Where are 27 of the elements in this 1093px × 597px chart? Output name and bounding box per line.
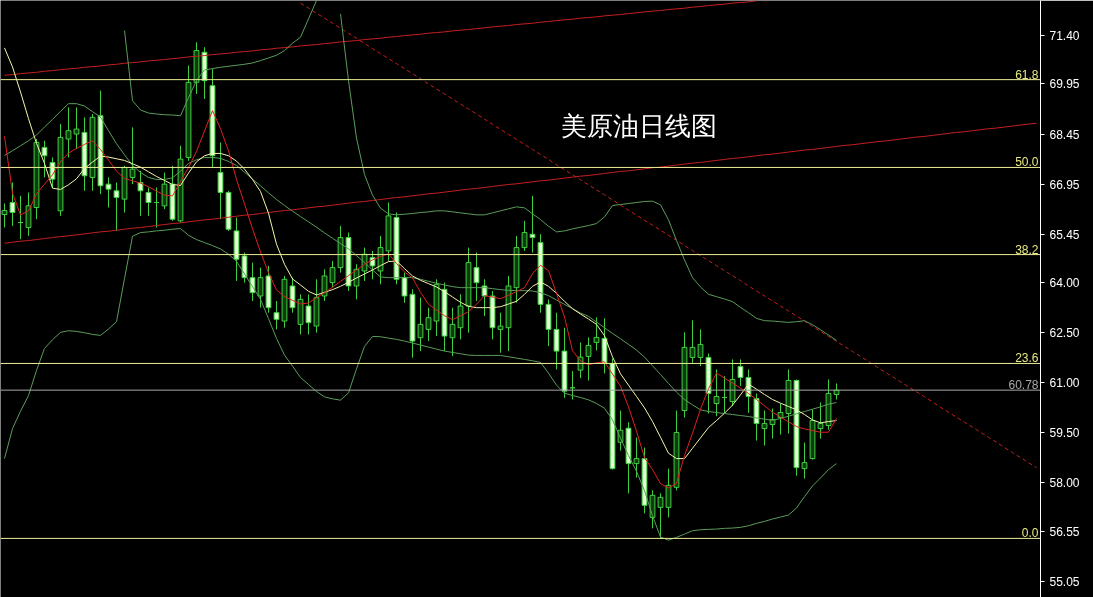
y-tick-label: 59.50 bbox=[1049, 426, 1080, 441]
annotation: 38.2 bbox=[1015, 242, 1039, 257]
y-tick-label: 69.95 bbox=[1049, 77, 1080, 92]
annotation: 23.6 bbox=[1015, 351, 1039, 366]
annotation: 50.0 bbox=[1015, 155, 1039, 170]
y-tick-label: 58.00 bbox=[1049, 476, 1080, 491]
candlestick bbox=[481, 278, 488, 317]
y-tick-label: 55.05 bbox=[1049, 574, 1080, 589]
candlestick bbox=[713, 368, 720, 417]
candlestick bbox=[585, 336, 592, 381]
text: 美原油日线图 bbox=[560, 110, 717, 141]
y-tick-label: 61.00 bbox=[1049, 376, 1080, 391]
y-tick-label: 65.45 bbox=[1049, 227, 1080, 242]
y-tick-label: 62.50 bbox=[1049, 326, 1080, 341]
annotation: 61.8 bbox=[1015, 67, 1039, 82]
y-tick-label: 71.40 bbox=[1049, 29, 1080, 44]
candlestick bbox=[145, 186, 152, 217]
y-tick-label: 68.45 bbox=[1049, 127, 1080, 142]
candlestick bbox=[137, 170, 144, 217]
annotation: 0.0 bbox=[1021, 526, 1039, 541]
line-series bbox=[4, 228, 837, 541]
candlestick bbox=[553, 312, 560, 370]
y-tick-label: 66.95 bbox=[1049, 177, 1080, 192]
y-tick-label: 56.55 bbox=[1049, 524, 1080, 539]
line-series bbox=[4, 47, 837, 460]
ref-line-label: 60.78 bbox=[1008, 378, 1039, 393]
y-tick-label: 64.00 bbox=[1049, 276, 1080, 291]
